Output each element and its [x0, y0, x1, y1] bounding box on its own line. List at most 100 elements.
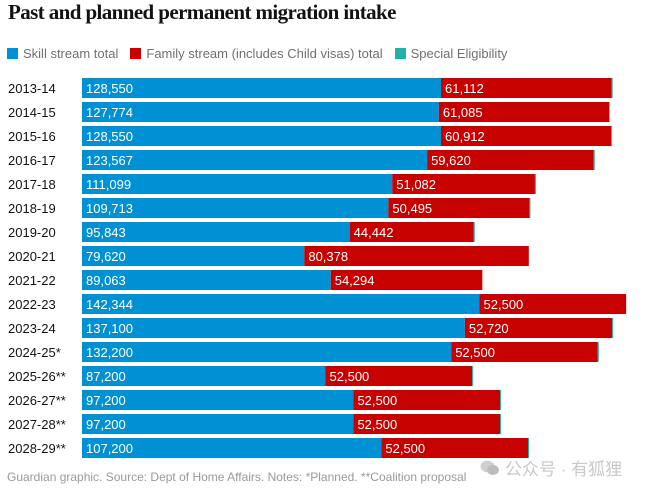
legend-label-special: Special Eligibility	[410, 46, 508, 61]
data-label: 51,082	[396, 177, 436, 192]
bar-family	[381, 438, 528, 458]
data-label: 44,442	[354, 225, 394, 240]
bar-family	[353, 414, 501, 434]
category-label: 2028-29**	[8, 441, 66, 456]
bar-special	[529, 198, 531, 218]
data-label: 54,294	[335, 273, 375, 288]
data-label: 52,500	[484, 297, 524, 312]
category-label: 2015-16	[8, 129, 56, 144]
data-label: 79,620	[86, 249, 126, 264]
bar-special	[612, 318, 614, 338]
data-label: 50,495	[392, 201, 432, 216]
bar-special	[611, 126, 613, 146]
bar-skill	[82, 126, 441, 146]
bar-special	[593, 150, 595, 170]
watermark: 公众号 · 有狐狸	[480, 455, 622, 480]
watermark-text: 公众号 · 有狐狸	[505, 460, 623, 479]
category-label: 2018-19	[8, 201, 56, 216]
legend-item-skill: Skill stream total	[7, 46, 118, 61]
wechat-icon	[480, 460, 499, 475]
legend-label-skill: Skill stream total	[23, 46, 119, 61]
category-label: 2027-28**	[8, 417, 66, 432]
category-label: 2021-22	[8, 273, 56, 288]
legend-swatch-family	[130, 48, 142, 59]
bar-skill	[82, 318, 465, 338]
legend: Skill stream total Family stream (includ…	[7, 46, 519, 61]
bar-family	[392, 174, 535, 194]
legend-item-special: Special Eligibility	[394, 46, 508, 61]
data-label: 109,713	[86, 201, 133, 216]
bar-skill	[82, 174, 393, 194]
bar-skill	[82, 102, 439, 122]
bar-family	[304, 246, 529, 266]
chart-title: Past and planned permanent migration int…	[8, 0, 396, 24]
bar-skill	[82, 390, 354, 410]
legend-swatch-special	[394, 48, 406, 59]
bar-special	[527, 438, 529, 458]
bar-skill	[82, 294, 480, 314]
bar-special	[500, 390, 502, 410]
bar-family	[441, 78, 612, 98]
category-label: 2024-25*	[8, 345, 61, 360]
category-label: 2014-15	[8, 105, 56, 120]
legend-item-family: Family stream (includes Child visas) tot…	[130, 46, 383, 61]
bar-family	[427, 150, 594, 170]
bar-skill	[82, 78, 441, 98]
bar-skill	[82, 438, 382, 458]
data-label: 52,500	[357, 393, 397, 408]
data-label: 97,200	[86, 417, 126, 432]
data-label: 52,720	[469, 321, 509, 336]
category-label: 2017-18	[8, 177, 56, 192]
bar-skill	[82, 414, 354, 434]
bar-family	[353, 390, 501, 410]
bar-skill	[82, 342, 452, 362]
category-label: 2019-20	[8, 225, 56, 240]
bar-skill	[82, 270, 331, 290]
category-label: 2023-24	[8, 321, 56, 336]
bar-family	[438, 102, 610, 122]
bar-skill	[82, 246, 305, 266]
data-label: 128,550	[86, 129, 133, 144]
legend-swatch-skill	[7, 48, 18, 59]
data-label: 60,912	[445, 129, 485, 144]
data-label: 132,200	[86, 345, 133, 360]
data-label: 142,344	[86, 297, 133, 312]
data-label: 80,378	[308, 249, 348, 264]
bar-family	[330, 270, 483, 290]
bar-special	[472, 366, 474, 386]
data-label: 128,550	[86, 81, 133, 96]
category-label: 2026-27**	[8, 393, 66, 408]
data-label: 52,500	[330, 369, 370, 384]
bar-family	[325, 366, 473, 386]
bar-family	[441, 126, 612, 146]
data-label: 52,500	[385, 441, 425, 456]
data-label: 61,085	[443, 105, 483, 120]
category-label: 2020-21	[8, 249, 56, 264]
data-label: 95,843	[86, 225, 126, 240]
data-label: 127,774	[86, 105, 133, 120]
bar-family	[388, 198, 530, 218]
data-label: 97,200	[86, 393, 126, 408]
legend-label-family: Family stream (includes Child visas) tot…	[146, 46, 383, 61]
bar-special	[473, 222, 475, 242]
bar-special	[597, 342, 599, 362]
bar-special	[611, 78, 613, 98]
bar-skill	[82, 366, 326, 386]
category-label: 2022-23	[8, 297, 56, 312]
data-label: 61,112	[445, 81, 484, 96]
bar-family	[464, 318, 613, 338]
data-label: 87,200	[86, 369, 126, 384]
bar-family	[349, 222, 474, 242]
category-label: 2025-26**	[8, 369, 66, 384]
bar-skill	[82, 198, 389, 218]
category-label: 2013-14	[8, 81, 56, 96]
bar-chart: 2013-14 128,550 61,112 2014-15 127,774 61,085…	[8, 78, 627, 458]
data-label: 111,099	[86, 177, 131, 192]
category-label: 2016-17	[8, 153, 56, 168]
data-label: 137,100	[86, 321, 133, 336]
data-label: 52,500	[357, 417, 397, 432]
bar-skill	[82, 222, 350, 242]
bar-family	[451, 342, 598, 362]
bar-family	[479, 294, 627, 314]
data-label: 52,500	[455, 345, 495, 360]
